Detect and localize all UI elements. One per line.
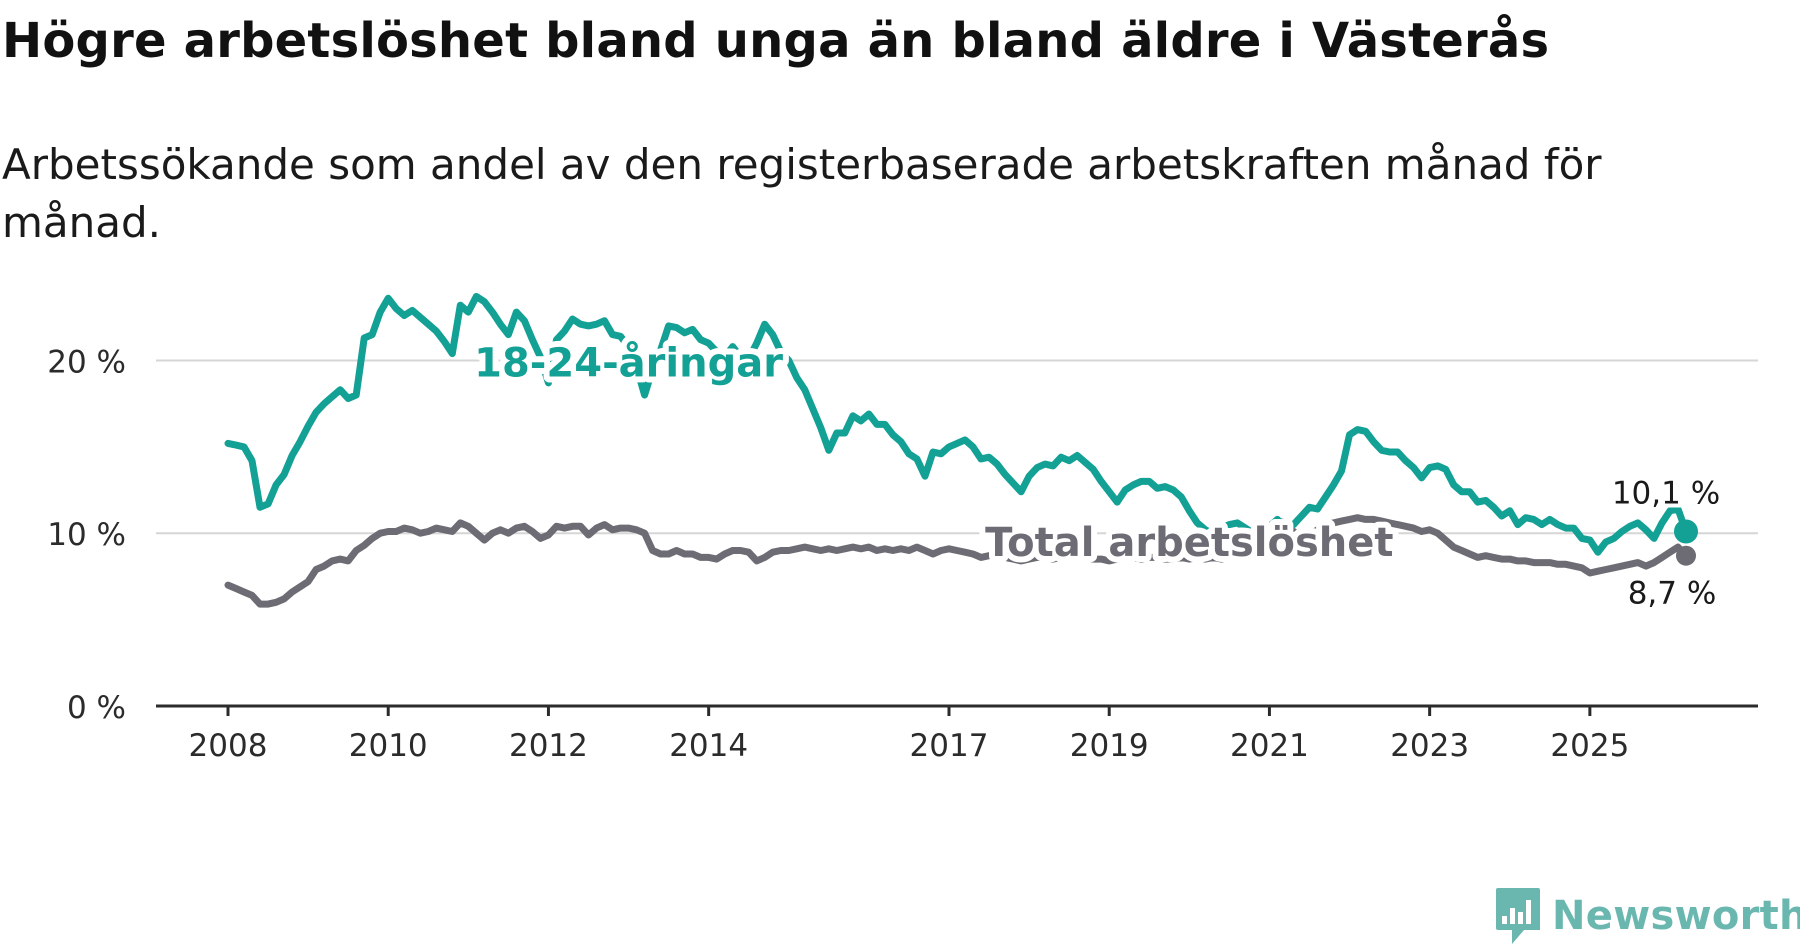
x-tick-label: 2019: [1070, 728, 1149, 764]
x-tick-label: 2012: [509, 728, 588, 764]
x-tick-label: 2017: [910, 728, 989, 764]
series-lines: [224, 293, 1690, 608]
y-tick-label: 0 %: [67, 690, 126, 726]
series-line-total: [224, 514, 1690, 608]
end-value-total: 8,7 %: [1628, 576, 1717, 612]
y-tick-label: 20 %: [47, 344, 126, 380]
series-line-18-24: [224, 293, 1690, 556]
series-label-total-halo: Total arbetslöshet: [985, 520, 1393, 566]
x-tick-label: 2023: [1390, 728, 1469, 764]
x-tick-label: 2014: [669, 728, 748, 764]
end-value-18-24: 10,1 %: [1612, 476, 1720, 512]
x-tick-label: 2025: [1550, 728, 1629, 764]
brand-name: Newsworthy: [1552, 893, 1800, 939]
series-label-total: Total arbetslöshet: [985, 520, 1393, 566]
bar-chart-badge-icon: [1496, 888, 1540, 944]
chart-title: Högre arbetslöshet bland unga än bland ä…: [2, 13, 1550, 69]
x-tick-label: 2010: [349, 728, 428, 764]
axes: 0 % 10 % 20 % 2008 2010 2012 2014 2017 2019 2021 2…: [47, 344, 1758, 764]
x-tick-label: 2008: [189, 728, 268, 764]
series-label-18-24-halo: 18-24-åringar: [474, 339, 783, 386]
brand-logo[interactable]: Newsworthy: [1494, 886, 1800, 946]
end-marker-18-24: [1674, 519, 1698, 544]
end-marker-total: [1676, 545, 1696, 566]
x-tick-label: 2021: [1230, 728, 1309, 764]
y-tick-label: 10 %: [47, 517, 126, 553]
series-label-18-24: 18-24-åringar: [474, 339, 783, 386]
chart-subtitle: Arbetssökande som andel av den registerb…: [2, 140, 1602, 247]
